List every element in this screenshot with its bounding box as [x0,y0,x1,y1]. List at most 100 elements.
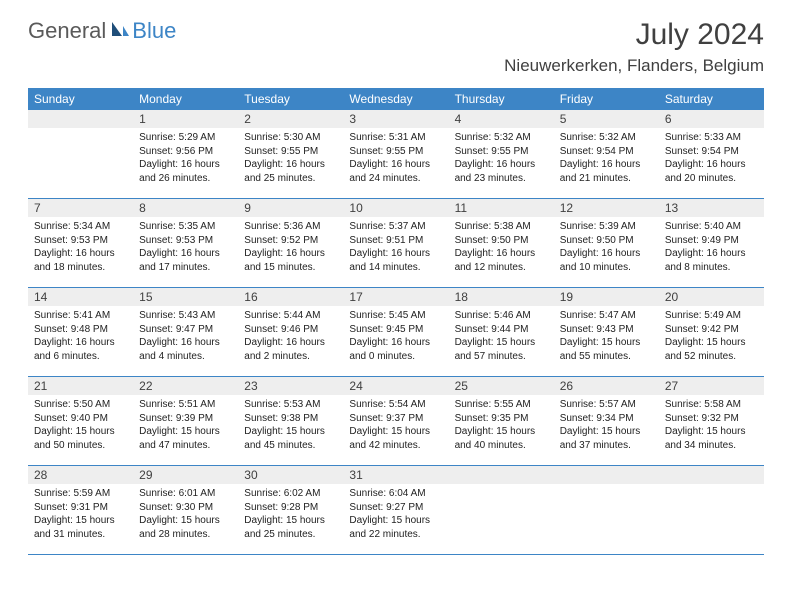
day-number: 17 [343,288,448,306]
daylight-text-2: and 0 minutes. [349,350,442,364]
sunset-text: Sunset: 9:49 PM [665,234,758,248]
week-row: 28Sunrise: 5:59 AMSunset: 9:31 PMDayligh… [28,466,764,555]
day-cell: 25Sunrise: 5:55 AMSunset: 9:35 PMDayligh… [449,377,554,465]
day-cell: 26Sunrise: 5:57 AMSunset: 9:34 PMDayligh… [554,377,659,465]
daylight-text-2: and 40 minutes. [455,439,548,453]
day-cell: 22Sunrise: 5:51 AMSunset: 9:39 PMDayligh… [133,377,238,465]
day-header-sat: Saturday [659,88,764,110]
sunrise-text: Sunrise: 5:31 AM [349,131,442,145]
daylight-text-1: Daylight: 15 hours [560,336,653,350]
day-info: Sunrise: 5:58 AMSunset: 9:32 PMDaylight:… [659,395,764,456]
day-number: 6 [659,110,764,128]
daylight-text-2: and 23 minutes. [455,172,548,186]
day-cell: 20Sunrise: 5:49 AMSunset: 9:42 PMDayligh… [659,288,764,376]
day-number: 28 [28,466,133,484]
day-number: 19 [554,288,659,306]
day-number: 22 [133,377,238,395]
day-info: Sunrise: 5:37 AMSunset: 9:51 PMDaylight:… [343,217,448,278]
day-number [28,110,133,128]
week-row: 21Sunrise: 5:50 AMSunset: 9:40 PMDayligh… [28,377,764,466]
sunset-text: Sunset: 9:35 PM [455,412,548,426]
sunrise-text: Sunrise: 5:32 AM [560,131,653,145]
day-cell: 27Sunrise: 5:58 AMSunset: 9:32 PMDayligh… [659,377,764,465]
sunset-text: Sunset: 9:53 PM [34,234,127,248]
day-info: Sunrise: 5:36 AMSunset: 9:52 PMDaylight:… [238,217,343,278]
sunset-text: Sunset: 9:31 PM [34,501,127,515]
daylight-text-1: Daylight: 15 hours [244,514,337,528]
day-number [554,466,659,484]
daylight-text-1: Daylight: 15 hours [244,425,337,439]
sunrise-text: Sunrise: 5:30 AM [244,131,337,145]
daylight-text-1: Daylight: 16 hours [244,247,337,261]
day-header-tue: Tuesday [238,88,343,110]
sunrise-text: Sunrise: 5:51 AM [139,398,232,412]
daylight-text-2: and 6 minutes. [34,350,127,364]
daylight-text-1: Daylight: 16 hours [349,247,442,261]
day-cell: 23Sunrise: 5:53 AMSunset: 9:38 PMDayligh… [238,377,343,465]
sunrise-text: Sunrise: 5:34 AM [34,220,127,234]
day-info: Sunrise: 6:01 AMSunset: 9:30 PMDaylight:… [133,484,238,545]
logo-text-blue: Blue [132,18,176,44]
day-number: 24 [343,377,448,395]
daylight-text-2: and 26 minutes. [139,172,232,186]
daylight-text-1: Daylight: 16 hours [665,247,758,261]
day-cell: 28Sunrise: 5:59 AMSunset: 9:31 PMDayligh… [28,466,133,554]
daylight-text-1: Daylight: 16 hours [455,247,548,261]
daylight-text-1: Daylight: 15 hours [560,425,653,439]
daylight-text-1: Daylight: 16 hours [244,336,337,350]
sunrise-text: Sunrise: 6:04 AM [349,487,442,501]
day-info: Sunrise: 5:53 AMSunset: 9:38 PMDaylight:… [238,395,343,456]
day-number: 11 [449,199,554,217]
logo: General Blue [28,18,176,44]
sunset-text: Sunset: 9:51 PM [349,234,442,248]
day-info: Sunrise: 5:46 AMSunset: 9:44 PMDaylight:… [449,306,554,367]
day-header-sun: Sunday [28,88,133,110]
day-number: 30 [238,466,343,484]
day-info: Sunrise: 5:34 AMSunset: 9:53 PMDaylight:… [28,217,133,278]
sunset-text: Sunset: 9:37 PM [349,412,442,426]
sunset-text: Sunset: 9:43 PM [560,323,653,337]
day-cell: 11Sunrise: 5:38 AMSunset: 9:50 PMDayligh… [449,199,554,287]
daylight-text-2: and 25 minutes. [244,528,337,542]
day-info: Sunrise: 5:57 AMSunset: 9:34 PMDaylight:… [554,395,659,456]
day-cell [449,466,554,554]
location-text: Nieuwerkerken, Flanders, Belgium [504,56,764,76]
daylight-text-1: Daylight: 16 hours [139,247,232,261]
sunset-text: Sunset: 9:44 PM [455,323,548,337]
sunrise-text: Sunrise: 5:37 AM [349,220,442,234]
day-cell: 14Sunrise: 5:41 AMSunset: 9:48 PMDayligh… [28,288,133,376]
daylight-text-2: and 18 minutes. [34,261,127,275]
daylight-text-1: Daylight: 16 hours [244,158,337,172]
daylight-text-2: and 50 minutes. [34,439,127,453]
daylight-text-2: and 17 minutes. [139,261,232,275]
day-number: 13 [659,199,764,217]
day-cell: 19Sunrise: 5:47 AMSunset: 9:43 PMDayligh… [554,288,659,376]
day-cell: 24Sunrise: 5:54 AMSunset: 9:37 PMDayligh… [343,377,448,465]
daylight-text-1: Daylight: 16 hours [34,247,127,261]
day-cell: 4Sunrise: 5:32 AMSunset: 9:55 PMDaylight… [449,110,554,198]
day-info: Sunrise: 5:54 AMSunset: 9:37 PMDaylight:… [343,395,448,456]
sunset-text: Sunset: 9:46 PM [244,323,337,337]
weeks-container: 1Sunrise: 5:29 AMSunset: 9:56 PMDaylight… [28,110,764,555]
logo-sail-icon [110,20,130,43]
sunset-text: Sunset: 9:47 PM [139,323,232,337]
day-info: Sunrise: 5:47 AMSunset: 9:43 PMDaylight:… [554,306,659,367]
sunset-text: Sunset: 9:53 PM [139,234,232,248]
sunset-text: Sunset: 9:55 PM [244,145,337,159]
day-info: Sunrise: 5:59 AMSunset: 9:31 PMDaylight:… [28,484,133,545]
daylight-text-1: Daylight: 15 hours [665,425,758,439]
day-header-thu: Thursday [449,88,554,110]
day-number: 8 [133,199,238,217]
day-number: 9 [238,199,343,217]
day-number: 23 [238,377,343,395]
day-number: 10 [343,199,448,217]
week-row: 1Sunrise: 5:29 AMSunset: 9:56 PMDaylight… [28,110,764,199]
daylight-text-2: and 15 minutes. [244,261,337,275]
day-cell: 2Sunrise: 5:30 AMSunset: 9:55 PMDaylight… [238,110,343,198]
sunrise-text: Sunrise: 5:53 AM [244,398,337,412]
day-cell: 8Sunrise: 5:35 AMSunset: 9:53 PMDaylight… [133,199,238,287]
sunrise-text: Sunrise: 5:54 AM [349,398,442,412]
day-cell: 10Sunrise: 5:37 AMSunset: 9:51 PMDayligh… [343,199,448,287]
day-number [659,466,764,484]
month-title: July 2024 [504,18,764,52]
